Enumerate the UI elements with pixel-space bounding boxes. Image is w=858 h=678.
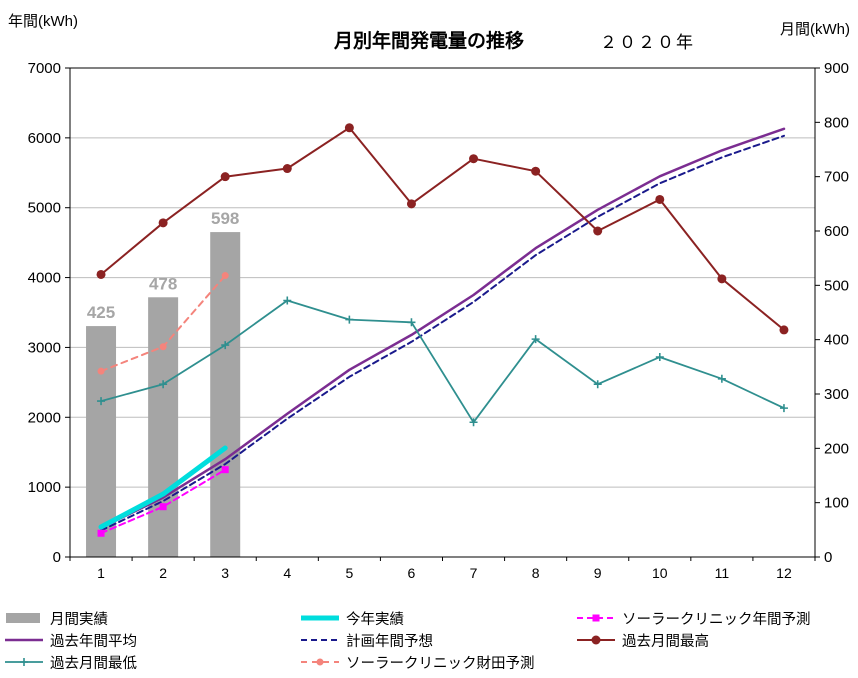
legend-item: 月間実績 xyxy=(4,608,300,628)
svg-text:100: 100 xyxy=(824,495,849,512)
legend-label: 過去月間最低 xyxy=(50,655,137,672)
year-label: ２０２０年 xyxy=(600,33,695,52)
svg-text:8: 8 xyxy=(532,565,540,581)
legend-item: 過去年間平均 xyxy=(4,630,300,650)
svg-text:4: 4 xyxy=(283,565,291,581)
svg-text:5: 5 xyxy=(345,565,353,581)
legend-item: 計画年間予想 xyxy=(300,630,576,650)
legend-item: 過去月間最低 xyxy=(4,652,300,672)
right-axis-title: 月間(kWh) xyxy=(780,21,850,38)
legend-swatch-icon xyxy=(301,615,339,621)
svg-text:800: 800 xyxy=(824,114,849,131)
svg-text:10: 10 xyxy=(652,565,668,581)
svg-text:5000: 5000 xyxy=(28,200,61,217)
chart-title: 月別年間発電量の推移 xyxy=(333,31,525,52)
legend: 月間実績 今年実績 ソーラークリニック年間予測過去年間平均 計画年間予想 過去月間最高過… xyxy=(4,608,854,672)
svg-text:300: 300 xyxy=(824,386,849,403)
legend-swatch-icon xyxy=(6,613,40,623)
svg-text:3: 3 xyxy=(221,565,229,581)
svg-text:478: 478 xyxy=(149,274,177,293)
svg-text:6: 6 xyxy=(408,565,416,581)
legend-swatch-icon xyxy=(301,639,339,641)
legend-label: 今年実績 xyxy=(346,611,404,628)
svg-text:500: 500 xyxy=(824,277,849,294)
left-axis-title: 年間(kWh) xyxy=(8,13,78,30)
chart-canvas: 0 1000 2000 3000 4000 5000 6000 7000 0 100 200 300 4… xyxy=(28,60,849,581)
svg-text:0: 0 xyxy=(824,549,832,566)
legend-label: 過去年間平均 xyxy=(50,633,137,650)
svg-text:200: 200 xyxy=(824,440,849,457)
svg-text:2000: 2000 xyxy=(28,409,61,426)
legend-label: ソーラークリニック年間予測 xyxy=(622,611,811,628)
svg-text:425: 425 xyxy=(87,303,115,322)
svg-text:6000: 6000 xyxy=(28,130,61,147)
legend-item: 今年実績 xyxy=(300,608,576,628)
svg-text:0: 0 xyxy=(53,549,61,566)
svg-text:12: 12 xyxy=(776,565,792,581)
svg-text:700: 700 xyxy=(824,169,849,186)
svg-text:1: 1 xyxy=(97,565,105,581)
svg-text:7000: 7000 xyxy=(28,60,61,77)
legend-item: 過去月間最高 xyxy=(576,630,854,650)
legend-label: 過去月間最高 xyxy=(622,633,709,650)
legend-swatch-icon xyxy=(577,635,615,645)
legend-label: 月間実績 xyxy=(50,611,108,628)
svg-text:4000: 4000 xyxy=(28,270,61,287)
svg-text:7: 7 xyxy=(470,565,478,581)
legend-item: ソーラークリニック年間予測 xyxy=(576,608,854,628)
svg-text:11: 11 xyxy=(715,565,730,581)
svg-text:1000: 1000 xyxy=(28,479,61,496)
svg-text:600: 600 xyxy=(824,223,849,240)
legend-swatch-icon xyxy=(301,658,339,666)
legend-label: 計画年間予想 xyxy=(346,633,433,650)
svg-text:3000: 3000 xyxy=(28,339,61,356)
legend-item: ソーラークリニック財田予測 xyxy=(300,652,576,672)
svg-text:9: 9 xyxy=(594,565,602,581)
legend-label: ソーラークリニック財田予測 xyxy=(346,655,535,672)
legend-swatch-icon xyxy=(5,658,43,666)
svg-text:598: 598 xyxy=(211,209,239,228)
svg-text:2: 2 xyxy=(159,565,167,581)
svg-text:900: 900 xyxy=(824,60,849,77)
legend-swatch-icon xyxy=(577,614,615,622)
legend-swatch-icon xyxy=(5,638,43,642)
svg-text:400: 400 xyxy=(824,332,849,349)
